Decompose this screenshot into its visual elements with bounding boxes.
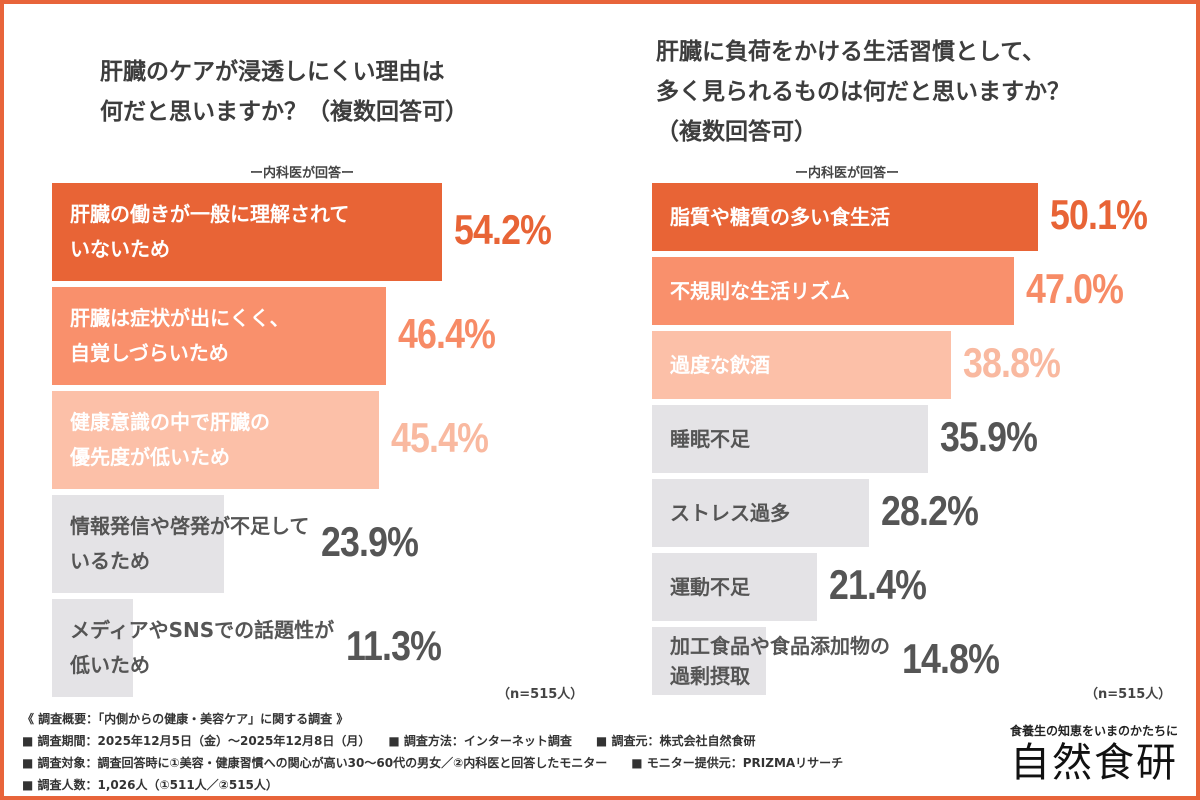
bar-label: ストレス過多	[670, 501, 790, 525]
logo: 自然食研	[1010, 740, 1178, 786]
bar-label: 肝臓は症状が出にくく、 自覚しづらいため	[70, 306, 290, 365]
bar-label: 脂質や糖質の多い食生活	[670, 205, 890, 229]
value-label: 14.8%	[902, 635, 1000, 682]
value-label: 46.4%	[398, 310, 496, 357]
bar: 脂質や糖質の多い食生活	[652, 183, 1038, 251]
bar-label: メディアやSNSでの話題性が 低いため	[70, 618, 335, 677]
left-chart-title: 肝臓のケアが浸透しにくい理由は 何だと思いますか？（複数回答可）	[100, 59, 468, 125]
value-label: 21.4%	[828, 561, 927, 608]
left-chart-n: （n=515人）	[497, 687, 584, 702]
bar: 肝臓の働きが一般に理解されて いないため	[52, 183, 443, 281]
value-label: 47.0%	[1025, 265, 1124, 312]
note-line: ■ 調査対象：調査回答時に①美容・健康習慣への関心が高い30～60代の男女／②内…	[22, 756, 844, 770]
value-label: 45.4%	[390, 414, 489, 461]
value-label: 50.1%	[1049, 191, 1148, 238]
bar-label: 過度な飲酒	[670, 353, 770, 377]
note-line: ■ 調査期間：2025年12月5日（金）～2025年12月8日（月） ■ 調査方…	[22, 734, 756, 748]
bar-label: 運動不足	[670, 575, 750, 599]
bar-label: 情報発信や啓発が不足して いるため	[70, 514, 310, 573]
bar: ストレス過多	[652, 479, 870, 547]
bar: 加工食品や食品添加物の 過剰摂取	[652, 627, 890, 695]
bar: メディアやSNSでの話題性が 低いため	[52, 599, 334, 697]
survey-notes: 《 調査概要：「内側からの健康・美容ケア」に関する調査 》 ■ 調査期間：202…	[22, 708, 843, 796]
value-label: 28.2%	[881, 487, 979, 534]
bar: 不規則な生活リズム	[652, 257, 1014, 325]
bar: 運動不足	[652, 553, 817, 621]
value-label: 23.9%	[321, 518, 419, 565]
note-line: ■ 調査人数：1,026人（①511人／②515人）	[22, 778, 278, 792]
bar-label: 健康意識の中で肝臓の 優先度が低いため	[70, 410, 270, 469]
bar-label: 肝臓の働きが一般に理解されて いないため	[70, 202, 350, 261]
bar: 肝臓は症状が出にくく、 自覚しづらいため	[52, 287, 387, 385]
bar: 健康意識の中で肝臓の 優先度が低いため	[52, 391, 379, 489]
bar: 情報発信や啓発が不足して いるため	[52, 495, 309, 593]
note-heading: 《 調査概要：「内側からの健康・美容ケア」に関する調査 》	[22, 712, 349, 726]
value-label: 54.2%	[454, 206, 552, 253]
value-label: 11.3%	[346, 622, 442, 669]
bar-label: 加工食品や食品添加物の 過剰摂取	[670, 634, 890, 688]
right-chart-subtitle: ー内科医が回答ー	[794, 166, 899, 181]
value-label: 35.9%	[940, 413, 1038, 460]
value-label: 38.8%	[962, 339, 1061, 386]
bar-label: 不規則な生活リズム	[670, 279, 850, 303]
bar: 睡眠不足	[652, 405, 929, 473]
right-chart-n: （n=515人）	[1085, 687, 1172, 702]
bar: 過度な飲酒	[652, 331, 951, 399]
bar-label: 睡眠不足	[670, 427, 750, 451]
right-chart-title: 肝臓に負荷をかける生活習慣として、 多く見られるものは何だと思いますか？ （複数…	[656, 39, 1070, 145]
logo-tagline: 食養生の知恵をいまのかたちに	[1009, 724, 1178, 738]
left-chart-subtitle: ー内科医が回答ー	[249, 166, 354, 181]
